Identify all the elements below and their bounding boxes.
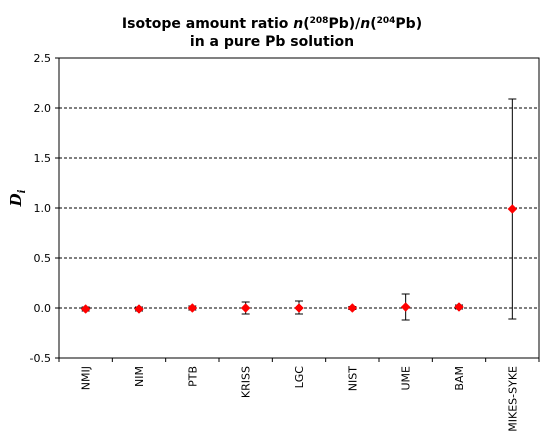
category-label: KRISS (240, 366, 253, 398)
y-axis-label: Di (7, 189, 28, 207)
y-tick-label: 1.0 (34, 202, 52, 215)
x-axis-ticks: NMIJ NIM PTB KRISS LGC NIST UME BAM MIKES-SYKE (58, 358, 540, 432)
category-label: NIST (346, 366, 359, 391)
data-marks (80, 98, 518, 321)
y-tick-label: 0.5 (34, 252, 52, 265)
data-point-marker (454, 302, 464, 312)
data-point-marker (400, 302, 411, 312)
y-tick-label: 0.0 (34, 302, 52, 315)
category-label: NIM (133, 366, 146, 387)
data-point-group (400, 293, 411, 321)
category-label: UME (400, 366, 413, 391)
data-point-marker (240, 303, 251, 313)
data-point-group (454, 302, 464, 312)
data-point-group (134, 304, 144, 314)
data-point-marker (294, 303, 304, 313)
data-point-marker (347, 303, 358, 313)
data-point-marker (134, 304, 144, 314)
data-point-marker (80, 304, 91, 314)
data-point-group (507, 98, 518, 320)
category-label: NMIJ (80, 366, 93, 390)
data-point-group (240, 301, 251, 315)
category-label: BAM (453, 366, 466, 391)
y-tick-label: 2.0 (34, 102, 52, 115)
gridlines (59, 107, 539, 309)
data-point-group (187, 303, 198, 313)
y-axis-ticks: -0.5 0.0 0.5 1.0 1.5 2.0 2.5 (30, 52, 59, 365)
data-point-group (294, 300, 304, 315)
y-tick-label: -0.5 (30, 352, 51, 365)
y-tick-label: 1.5 (34, 152, 52, 165)
category-label: MIKES-SYKE (506, 366, 519, 432)
category-label: LGC (293, 366, 306, 389)
data-point-marker (187, 303, 198, 313)
data-point-group (80, 304, 91, 314)
chart-title-line-1: Isotope amount ratio n(208Pb)/n(204Pb) (122, 16, 422, 32)
chart-title-line-2: in a pure Pb solution (190, 34, 354, 50)
data-point-marker (507, 204, 518, 214)
y-tick-label: 2.5 (34, 52, 52, 65)
category-label: PTB (186, 366, 199, 387)
plot-area (58, 57, 540, 359)
data-point-group (347, 303, 358, 313)
